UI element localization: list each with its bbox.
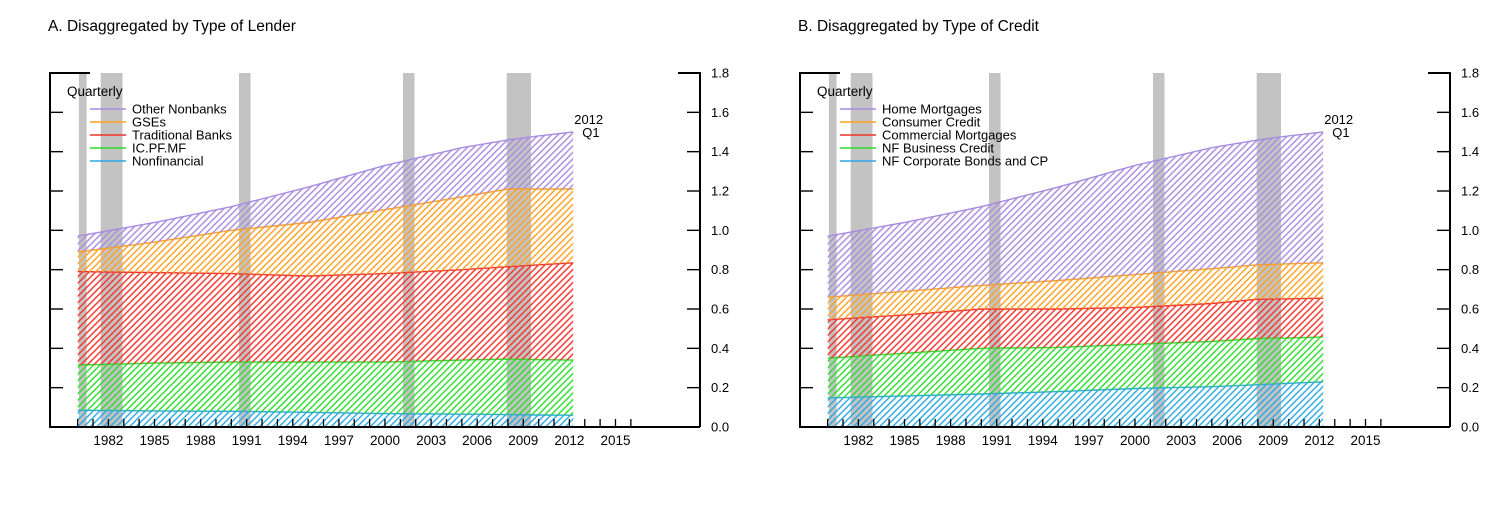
area-layer-home-mortgages [827,132,1324,298]
y-tick-label: 0.6 [1461,302,1479,317]
y-axis-left [49,72,90,427]
x-tick-label: 1994 [278,433,309,448]
x-tick-label: 2006 [1212,433,1242,448]
x-tick-label: 1994 [1028,433,1059,448]
area-layer-consumer-credit [827,262,1324,320]
annotation-year: 2012 [574,112,603,127]
legend-label: IC.PF.MF [132,141,186,156]
stacked-areas [827,131,1324,427]
y-tick-label: 0.4 [1461,341,1479,356]
legend-label: Home Mortgages [882,102,982,117]
legend-label: NF Business Credit [882,141,994,156]
y-axis-right: 0.0 0.2 0.4 0.6 0.8 1.0 1.2 1.4 1.6 1.8 [678,66,729,435]
x-tick-label: 2000 [1120,433,1150,448]
y-tick-label: 0.0 [711,420,729,435]
legend-label: Commercial Mortgages [882,128,1017,143]
annotation-quarter: Q1 [1332,125,1349,140]
x-tick-label: 1988 [186,433,216,448]
x-tick-label: 2012 [1304,433,1334,448]
y-tick-label: 1.0 [711,223,729,238]
y-axis-left [799,72,840,427]
y-axis-right: 0.0 0.2 0.4 0.6 0.8 1.0 1.2 1.4 1.6 1.8 [1428,66,1479,435]
x-tick-label: 2009 [508,433,538,448]
y-tick-label: 1.6 [1461,105,1479,120]
boundary-line-other-nonbanks [77,131,574,237]
panel-b-chart: 1982 1985 1988 1991 1994 1997 2000 2003 2006 2009… [799,66,1479,448]
x-tick-label: 1985 [139,433,169,448]
panel-a-title: A. Disaggregated by Type of Lender [48,18,296,35]
x-tick-label: 1982 [843,433,873,448]
x-tick-label: 2015 [600,433,630,448]
x-tick-label: 1997 [1074,433,1104,448]
y-tick-label: 0.2 [1461,380,1479,395]
area-layer-ic-pf-mf [77,359,574,416]
annotation-year: 2012 [1324,112,1353,127]
legend-label: GSEs [132,115,166,130]
y-tick-label: 1.6 [711,105,729,120]
area-layer-nf-business-credit [827,336,1324,398]
legend-label: Consumer Credit [882,115,981,130]
x-tick-label: 1982 [93,433,123,448]
x-tick-label: 1985 [889,433,919,448]
y-tick-label: 1.0 [1461,223,1479,238]
y-tick-label: 1.8 [711,66,729,81]
y-tick-label: 0.0 [1461,420,1479,435]
area-layer-traditional-banks [77,262,574,366]
x-tick-label: 2003 [1166,433,1196,448]
frequency-label: Quarterly [817,84,873,99]
area-layer-other-nonbanks [77,132,574,252]
legend-label: Other Nonbanks [132,102,227,117]
x-tick-label: 1991 [982,433,1012,448]
x-tick-label: 1997 [324,433,354,448]
panel-a-chart: 1982 1985 1988 1991 1994 1997 2000 2003 2006 2009… [49,66,729,448]
panel-b-title: B. Disaggregated by Type of Credit [798,18,1039,35]
y-tick-label: 1.4 [1461,144,1479,159]
x-tick-label: 2003 [416,433,446,448]
area-layer-nf-corporate-bonds-and-cp [827,381,1324,427]
y-tick-label: 0.8 [711,262,729,277]
x-tick-label: 2000 [370,433,400,448]
x-tick-label: 1988 [936,433,966,448]
legend-label: Nonfinancial [132,154,204,169]
x-axis: 1982 1985 1988 1991 1994 1997 2000 2003 2006 2009… [799,419,1450,448]
y-tick-label: 1.2 [711,184,729,199]
x-tick-label: 2015 [1350,433,1380,448]
y-tick-label: 0.4 [711,341,729,356]
x-tick-label: 2009 [1258,433,1288,448]
boundary-line-home-mortgages [827,131,1324,237]
y-tick-label: 0.8 [1461,262,1479,277]
frequency-label: Quarterly [67,84,123,99]
y-tick-label: 1.8 [1461,66,1479,81]
area-layer-commercial-mortgages [827,298,1324,359]
y-tick-label: 0.2 [711,380,729,395]
legend-label: NF Corporate Bonds and CP [882,154,1048,169]
y-tick-label: 1.4 [711,144,729,159]
legend-label: Traditional Banks [132,128,232,143]
stacked-areas [77,131,574,427]
y-tick-label: 0.6 [711,302,729,317]
area-layer-gses [77,189,574,276]
y-tick-label: 1.2 [1461,184,1479,199]
x-tick-label: 2012 [554,433,584,448]
x-tick-label: 2006 [462,433,492,448]
annotation-quarter: Q1 [582,125,599,140]
x-tick-label: 1991 [232,433,262,448]
x-axis: 1982 1985 1988 1991 1994 1997 2000 2003 2006 2009… [49,419,700,448]
